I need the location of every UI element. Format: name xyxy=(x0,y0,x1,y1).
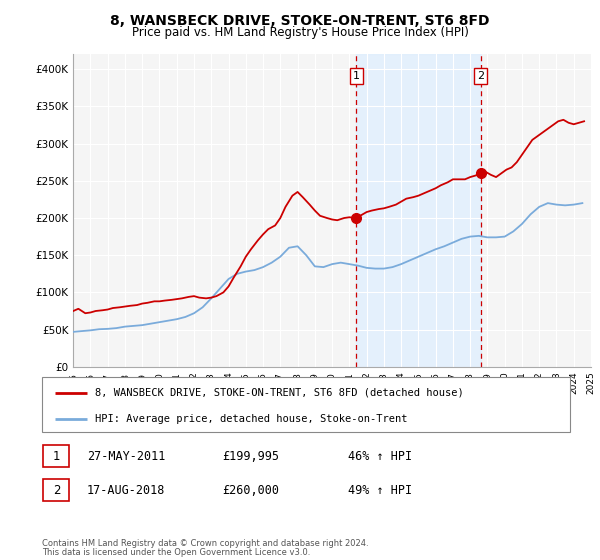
Text: £199,995: £199,995 xyxy=(222,450,279,463)
Text: Contains HM Land Registry data © Crown copyright and database right 2024.: Contains HM Land Registry data © Crown c… xyxy=(42,539,368,548)
Bar xyxy=(356,54,481,367)
Text: 2: 2 xyxy=(477,71,484,81)
Text: 2: 2 xyxy=(53,483,60,497)
Text: HPI: Average price, detached house, Stoke-on-Trent: HPI: Average price, detached house, Stok… xyxy=(95,414,407,423)
Text: 8, WANSBECK DRIVE, STOKE-ON-TRENT, ST6 8FD (detached house): 8, WANSBECK DRIVE, STOKE-ON-TRENT, ST6 8… xyxy=(95,388,464,398)
Text: 1: 1 xyxy=(53,450,60,463)
Text: 1: 1 xyxy=(353,71,360,81)
Text: 49% ↑ HPI: 49% ↑ HPI xyxy=(348,483,412,497)
Text: This data is licensed under the Open Government Licence v3.0.: This data is licensed under the Open Gov… xyxy=(42,548,310,557)
Text: 46% ↑ HPI: 46% ↑ HPI xyxy=(348,450,412,463)
Text: Price paid vs. HM Land Registry's House Price Index (HPI): Price paid vs. HM Land Registry's House … xyxy=(131,26,469,39)
Text: £260,000: £260,000 xyxy=(222,483,279,497)
Text: 27-MAY-2011: 27-MAY-2011 xyxy=(87,450,166,463)
Text: 8, WANSBECK DRIVE, STOKE-ON-TRENT, ST6 8FD: 8, WANSBECK DRIVE, STOKE-ON-TRENT, ST6 8… xyxy=(110,14,490,28)
Text: 17-AUG-2018: 17-AUG-2018 xyxy=(87,483,166,497)
